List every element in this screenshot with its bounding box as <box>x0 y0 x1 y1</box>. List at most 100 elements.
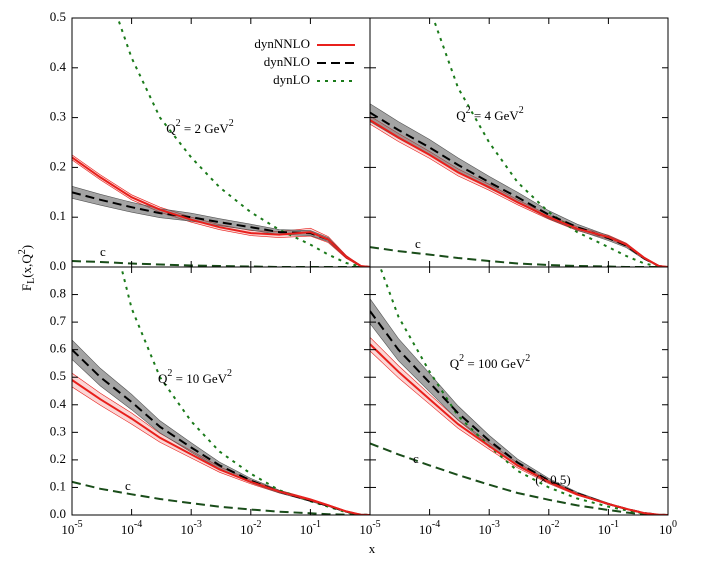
y-label-sub: L <box>26 278 37 284</box>
y-tick-label: 0.3 <box>50 109 66 124</box>
y-label-part: (x,Q <box>19 254 34 278</box>
charm-line <box>370 442 668 515</box>
x-tick-exp: -3 <box>194 519 202 530</box>
annotation-sup: 2 <box>227 368 232 379</box>
x-tick-exp: -2 <box>551 519 559 530</box>
x-tick-exp: -1 <box>611 519 619 530</box>
panel-frame <box>369 266 669 516</box>
x-tick-base: 10 <box>121 522 134 537</box>
y-tick-label: 0.4 <box>50 59 67 74</box>
annotation-sup: 2 <box>525 353 530 364</box>
scale-note: (× 0.5) <box>535 472 571 487</box>
y-tick-label: 0.3 <box>50 423 66 438</box>
annotation-text: Q <box>456 108 466 123</box>
series-line <box>72 156 370 267</box>
x-tick-exp: -4 <box>134 519 142 530</box>
x-tick-label: 10-2 <box>240 519 261 537</box>
x-tick-label: 10-2 <box>538 519 559 537</box>
annotation-sup: 2 <box>229 118 234 129</box>
plot-area <box>370 267 668 515</box>
error-band <box>72 154 370 267</box>
x-tick-label: 10-4 <box>419 519 440 537</box>
x-axis-label: x <box>369 541 376 556</box>
x-tick-exp: -3 <box>492 519 500 530</box>
y-label-part: F <box>19 284 34 291</box>
panel-annotation: Q2 = 100 GeV2 <box>450 353 531 371</box>
charm-line <box>72 260 370 267</box>
x-tick-label: 10-5 <box>359 519 380 537</box>
y-tick-label: 0.2 <box>50 451 66 466</box>
series-line <box>370 119 668 267</box>
annotation-sup: 2 <box>176 118 181 129</box>
x-tick-label: 10-1 <box>300 519 321 537</box>
x-tick-base: 10 <box>479 522 492 537</box>
y-tick-label: 0.8 <box>50 286 66 301</box>
x-tick-base: 10 <box>181 522 194 537</box>
annotation-sup: 2 <box>459 353 464 364</box>
y-tick-label: 0.5 <box>50 9 66 24</box>
x-tick-base: 10 <box>240 522 253 537</box>
annotation-text: Q <box>450 356 460 371</box>
x-tick-exp: -2 <box>253 519 261 530</box>
annotation-text: Q <box>166 121 176 136</box>
y-tick-label: 0.0 <box>50 258 66 273</box>
x-tick-label: 10-5 <box>61 519 82 537</box>
panel-annotation: Q2 = 2 GeV2 <box>166 118 234 136</box>
x-tick-exp: -5 <box>372 519 380 530</box>
x-tick-base: 10 <box>61 522 74 537</box>
charm-label: c <box>415 236 421 251</box>
x-tick-label: 10-3 <box>479 519 500 537</box>
charm-label: c <box>100 244 106 259</box>
annotation-text: = 2 GeV <box>181 121 230 136</box>
annotation-sup: 2 <box>167 368 172 379</box>
series-line <box>120 267 370 515</box>
annotation-sup: 2 <box>519 105 524 116</box>
error-band <box>370 298 668 515</box>
y-tick-label: 0.6 <box>50 341 67 356</box>
panel-annotation: Q2 = 4 GeV2 <box>456 105 524 123</box>
y-tick-label: 0.5 <box>50 368 66 383</box>
x-tick-base: 10 <box>359 522 372 537</box>
charm-line <box>72 480 370 515</box>
x-tick-exp: 0 <box>672 519 677 530</box>
series-line <box>370 310 668 515</box>
annotation-text: Q <box>158 371 168 386</box>
x-tick-exp: -4 <box>432 519 440 530</box>
error-band <box>72 339 370 515</box>
panel-annotation: Q2 = 10 GeV2 <box>158 368 232 386</box>
charm-line <box>370 246 668 267</box>
series-line <box>370 343 668 515</box>
legend-label: dynNNLO <box>254 36 310 51</box>
y-tick-label: 0.2 <box>50 158 66 173</box>
x-tick-label: 10-1 <box>598 519 619 537</box>
plot-area <box>72 267 370 515</box>
x-tick-base: 10 <box>659 522 672 537</box>
annotation-text: = 4 GeV <box>471 108 520 123</box>
y-tick-label: 0.4 <box>50 396 67 411</box>
x-tick-base: 10 <box>419 522 432 537</box>
x-tick-exp: -5 <box>74 519 82 530</box>
x-tick-base: 10 <box>538 522 551 537</box>
y-label-sup: 2 <box>17 249 28 254</box>
y-tick-label: 0.7 <box>50 313 67 328</box>
series-line <box>116 18 370 267</box>
x-tick-base: 10 <box>598 522 611 537</box>
annotation-text: = 10 GeV <box>172 371 227 386</box>
charm-label: c <box>125 478 131 493</box>
y-label-part: ) <box>19 245 34 249</box>
y-tick-label: 0.1 <box>50 208 66 223</box>
x-tick-label: 10-4 <box>121 519 142 537</box>
series-line <box>379 267 668 515</box>
series-line <box>72 379 370 515</box>
y-axis-label: FL(x,Q2) <box>17 245 37 291</box>
annotation-text: = 100 GeV <box>464 356 526 371</box>
y-tick-label: 0.0 <box>50 506 66 521</box>
legend-label: dynNLO <box>264 54 310 69</box>
charm-label: c <box>413 451 419 466</box>
y-tick-label: 0.1 <box>50 478 66 493</box>
legend-label: dynLO <box>273 72 310 87</box>
x-tick-base: 10 <box>300 522 313 537</box>
x-tick-exp: -1 <box>313 519 321 530</box>
x-tick-label: 10-3 <box>181 519 202 537</box>
